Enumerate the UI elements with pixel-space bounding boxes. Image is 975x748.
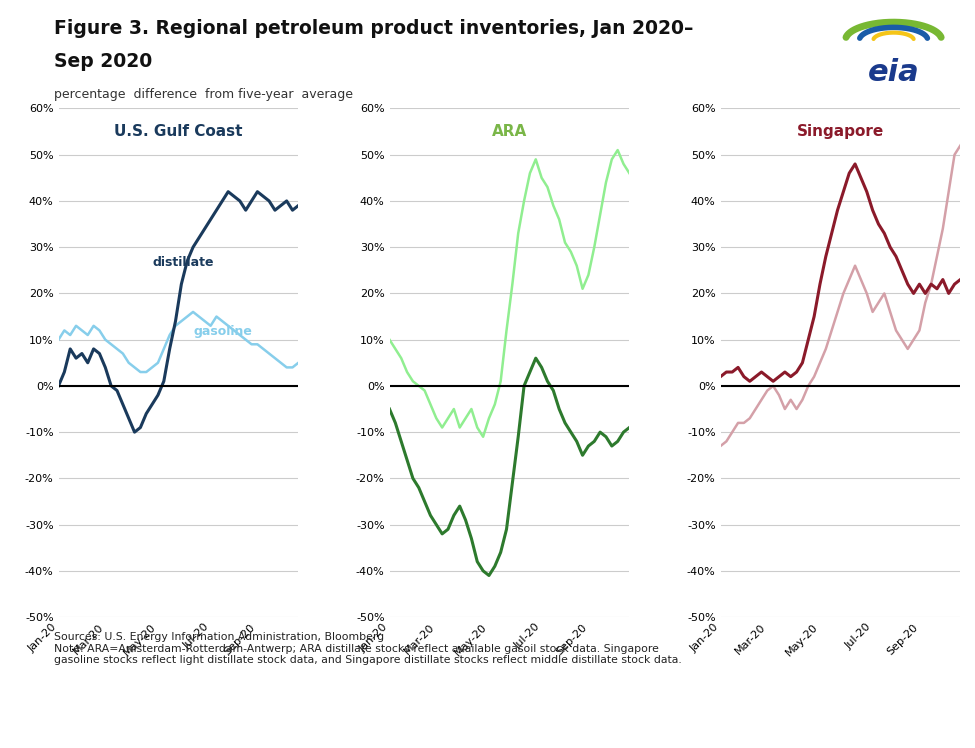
Text: Sep 2020: Sep 2020: [54, 52, 152, 71]
Text: Singapore: Singapore: [797, 123, 884, 138]
Text: Sources: U.S. Energy Information Administration, Bloomberg
Note: ARA=Amsterdam-R: Sources: U.S. Energy Information Adminis…: [54, 632, 682, 665]
Text: Figure 3. Regional petroleum product inventories, Jan 2020–: Figure 3. Regional petroleum product inv…: [54, 19, 693, 37]
Text: eia: eia: [868, 58, 919, 87]
Text: percentage  difference  from five-year  average: percentage difference from five-year ave…: [54, 88, 353, 101]
Text: U.S. Gulf Coast: U.S. Gulf Coast: [114, 123, 243, 138]
Text: distillate: distillate: [152, 256, 214, 269]
Text: ARA: ARA: [491, 123, 527, 138]
Text: gasoline: gasoline: [193, 325, 252, 338]
